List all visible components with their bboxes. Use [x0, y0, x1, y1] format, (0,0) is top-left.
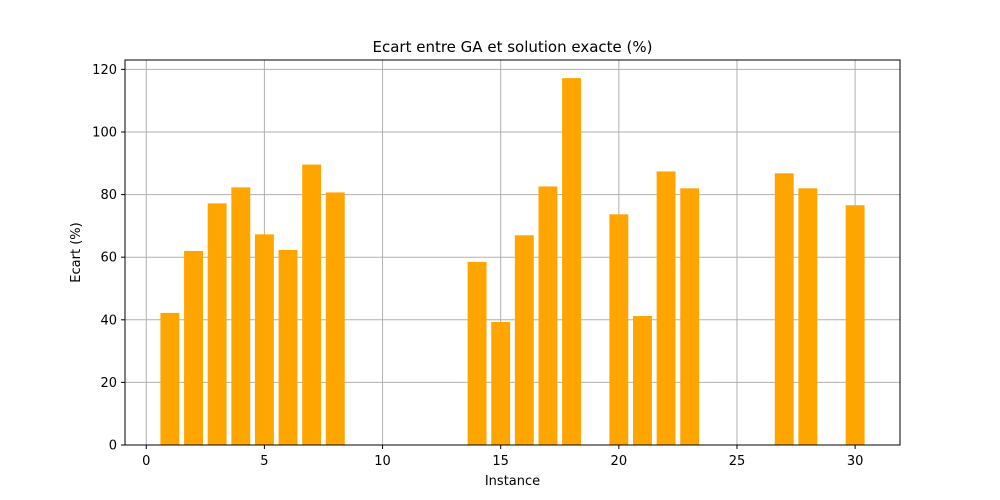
- y-axis-ticks: 0 20 40 60 80 100 120: [92, 63, 125, 454]
- y-tick-label: 0: [109, 439, 117, 454]
- bar-instance-28: [798, 188, 818, 446]
- bar-instance-27: [774, 173, 794, 445]
- y-tick-label: 40: [100, 313, 117, 328]
- x-tick-label: 30: [847, 454, 864, 469]
- bar-instance-5: [254, 234, 274, 445]
- bar-instance-23: [680, 188, 700, 446]
- y-tick-label: 80: [100, 188, 117, 203]
- x-tick-label: 15: [492, 454, 509, 469]
- x-tick-label: 5: [260, 454, 268, 469]
- x-tick-label: 0: [142, 454, 150, 469]
- bar-instance-16: [514, 235, 534, 445]
- bar-instance-18: [562, 78, 582, 445]
- bar-instance-7: [302, 164, 322, 445]
- y-tick-label: 100: [92, 125, 117, 140]
- bar-instance-4: [231, 187, 251, 446]
- bar-instance-30: [845, 205, 865, 445]
- bar-instance-20: [609, 214, 629, 445]
- y-tick-label: 120: [92, 63, 117, 78]
- x-tick-label: 25: [729, 454, 746, 469]
- bar-instance-22: [656, 171, 676, 445]
- chart-title: Ecart entre GA et solution exacte (%): [373, 38, 653, 56]
- bar-instance-17: [538, 186, 558, 445]
- bar-instance-15: [491, 321, 511, 445]
- bar-instance-8: [325, 192, 345, 445]
- x-tick-label: 10: [374, 454, 391, 469]
- x-axis-label: Instance: [485, 474, 540, 489]
- bar-instance-6: [278, 249, 298, 445]
- y-tick-label: 60: [100, 251, 117, 266]
- y-tick-label: 20: [100, 376, 117, 391]
- x-axis-ticks: 0 5 10 15 20 25 30: [142, 445, 863, 469]
- bar-instance-1: [160, 312, 180, 445]
- bar-instance-2: [184, 250, 203, 445]
- y-axis-label: Ecart (%): [69, 222, 84, 282]
- plot-frame: [124, 59, 901, 446]
- grid: [125, 60, 900, 446]
- bar-instance-14: [467, 261, 487, 445]
- bar-instance-3: [207, 203, 227, 445]
- bars: [160, 78, 865, 446]
- x-tick-label: 20: [611, 454, 628, 469]
- bar-instance-21: [633, 316, 652, 445]
